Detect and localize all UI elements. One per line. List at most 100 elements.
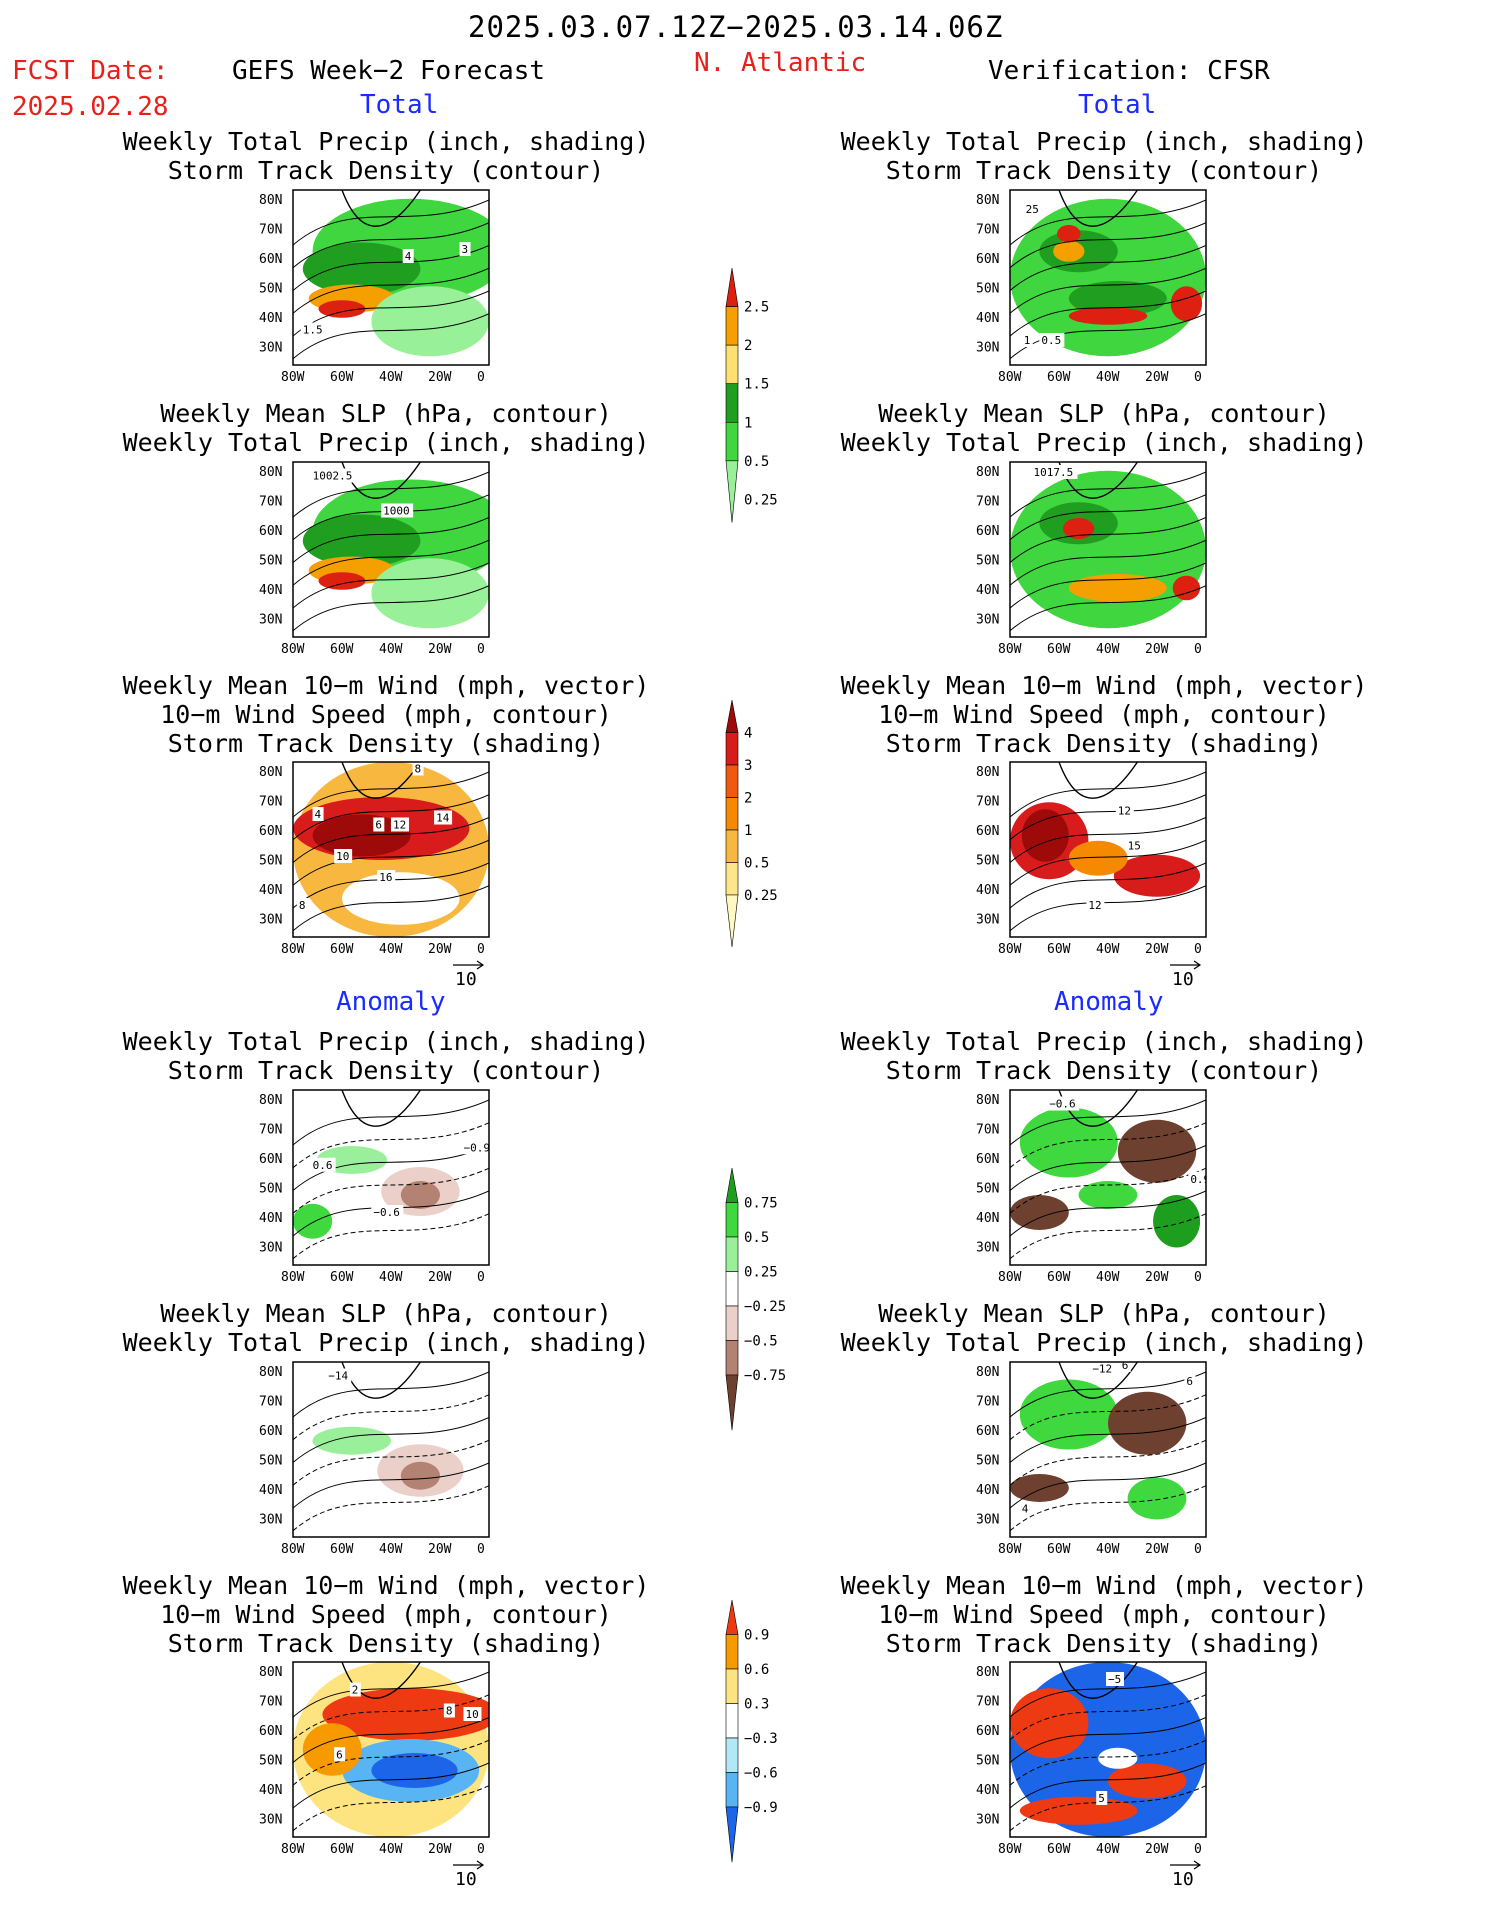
colorbar-tick-label: 1	[744, 415, 752, 431]
shading-region	[342, 872, 460, 925]
contour-line	[1010, 1190, 1206, 1237]
colorbar-tick-label: 0.5	[744, 454, 769, 470]
vector-reference-arrow	[453, 960, 485, 970]
forecast-total-label: Total	[360, 90, 439, 120]
contour-line	[1010, 267, 1206, 314]
shading-region	[293, 1203, 333, 1239]
lat-tick-label: 50N	[259, 282, 282, 297]
colorbar-swatch	[725, 1271, 739, 1307]
lon-tick-label: 0	[1194, 370, 1202, 385]
shading-region	[318, 300, 366, 318]
panel-frame	[292, 1089, 490, 1266]
shading-region	[302, 242, 421, 295]
coastline	[341, 1090, 421, 1127]
map-panel-verification-anomaly-precip-track: −0.6 0.9 80N 70N 60N 50N 40N 30N 80W 60W 40W 20W 0	[976, 1089, 1207, 1285]
contour-label-bg	[461, 1140, 489, 1155]
colorbar-swatch	[725, 862, 739, 896]
lon-tick-label: 40W	[1096, 1542, 1120, 1557]
shading-region	[1053, 240, 1085, 262]
contour-label: −0.9	[464, 1141, 491, 1154]
contour-label: 2	[352, 1684, 359, 1697]
lat-tick-label: 60N	[976, 524, 999, 539]
map-panel-verification-anomaly-slp-precip: −12 6 6 4 80N 70N 60N 50N 40N 30N 80W 60W 40W 20W 0	[976, 1359, 1207, 1557]
contour-line	[1010, 1671, 1206, 1718]
contour-line	[1010, 771, 1206, 818]
lat-tick-label: 30N	[976, 1813, 999, 1828]
lat-tick-label: 80N	[976, 193, 999, 208]
lat-tick-label: 60N	[259, 252, 282, 267]
colorbar-swatch	[725, 732, 739, 766]
shading-region	[1172, 575, 1201, 601]
colorbar-swatch	[725, 764, 739, 798]
map-panel-forecast-anomaly-slp-precip: −14 80N 70N 60N 50N 40N 30N 80W 60W 40W 20W 0	[259, 1361, 490, 1557]
contour-line	[1010, 199, 1206, 246]
shading-region	[1010, 470, 1206, 629]
contour-label-bg	[296, 898, 308, 912]
contour-label: 8	[299, 899, 306, 912]
panel-title: Weekly Mean SLP (hPa, contour) Weekly Tot…	[122, 1299, 650, 1357]
contour-line	[293, 817, 489, 863]
vector-reference-arrow	[1170, 960, 1202, 970]
lon-tick-label: 60W	[330, 1270, 354, 1285]
map-panel-forecast-total-slp-precip: 1002.5 1000 80N 70N 60N 50N 40N 30N 80W 60W 40W 20W…	[259, 461, 490, 657]
panel-title: Weekly Total Precip (inch, shading) Storm…	[840, 127, 1368, 185]
contour-label-bg	[334, 849, 353, 863]
lon-tick-label: 80W	[998, 1842, 1022, 1857]
map-panel-forecast-total-wind-track: 4 8 6 12 14 10 16 8 80N 70N 60N 50N 40N 30N 80W 60W 40W 2…	[259, 761, 490, 990]
vector-reference-label: 10	[455, 1869, 477, 1890]
lat-tick-label: 40N	[259, 1211, 282, 1226]
shading-region	[302, 1723, 362, 1776]
contour-label: 12	[1118, 805, 1131, 818]
vector-reference-label: 10	[1172, 1869, 1194, 1890]
contour-line	[1010, 585, 1206, 632]
lat-tick-label: 70N	[976, 495, 999, 510]
lat-tick-label: 70N	[976, 1123, 999, 1138]
contour-line	[293, 1785, 489, 1832]
colorbar-tick-label: 0.25	[744, 888, 778, 904]
contour-label: 8	[446, 1705, 453, 1718]
contour-label-bg	[312, 807, 324, 821]
colorbar-tick-label: 0.9	[744, 1628, 769, 1644]
lat-tick-label: 50N	[976, 1754, 999, 1769]
contour-label-bg	[1019, 1501, 1031, 1516]
colorbar-tick-label: 4	[744, 726, 752, 742]
map-panel-verification-total-slp-precip: 1017.5 80N 70N 60N 50N 40N 30N 80W 60W 40W 20W 0	[976, 461, 1207, 657]
shading-region	[318, 572, 366, 590]
colorbar-tick-label: −0.5	[744, 1334, 778, 1350]
contour-label: 1	[1024, 334, 1031, 347]
panel-title: Weekly Mean 10−m Wind (mph, vector) 10−m …	[122, 671, 650, 758]
colorbar-swatch	[725, 383, 739, 423]
map-panel-verification-anomaly-wind-track: −5 5 80N 70N 60N 50N 40N 30N 80W 60W 40W 20W 010	[976, 1661, 1207, 1890]
lon-tick-label: 80W	[281, 1842, 305, 1857]
contour-label: 14	[436, 812, 450, 825]
contour-line	[293, 471, 489, 518]
contour-label-bg	[326, 1368, 352, 1383]
lon-tick-label: 60W	[1047, 1842, 1071, 1857]
lat-tick-label: 30N	[259, 1513, 282, 1528]
lon-tick-label: 0	[1194, 1270, 1202, 1285]
colorbar-swatch	[725, 829, 739, 863]
lat-tick-label: 60N	[259, 524, 282, 539]
contour-line	[1010, 1167, 1206, 1214]
panel-frame	[292, 1661, 490, 1838]
lat-tick-label: 80N	[259, 465, 282, 480]
lat-tick-label: 40N	[976, 1783, 999, 1798]
vector-reference-label: 10	[1172, 969, 1194, 990]
shading-region	[1108, 1391, 1187, 1455]
lon-tick-label: 60W	[1047, 370, 1071, 385]
fcst-date-label: FCST Date:	[12, 56, 169, 86]
contour-label: 4	[315, 808, 322, 821]
contour-label: 6	[1122, 1359, 1129, 1372]
contour-label: 1.5	[303, 324, 323, 337]
panel-frame	[1009, 1661, 1207, 1838]
lon-tick-label: 60W	[330, 942, 354, 957]
verification-total-label: Total	[1078, 90, 1157, 120]
shading-region	[1098, 1747, 1138, 1769]
lon-tick-label: 20W	[428, 942, 452, 957]
contour-line	[1010, 1394, 1206, 1441]
contour-line	[293, 562, 489, 609]
shading-region	[1010, 1195, 1069, 1230]
shading-region	[371, 1753, 458, 1788]
contour-label-bg	[377, 870, 396, 884]
lat-tick-label: 50N	[259, 1754, 282, 1769]
